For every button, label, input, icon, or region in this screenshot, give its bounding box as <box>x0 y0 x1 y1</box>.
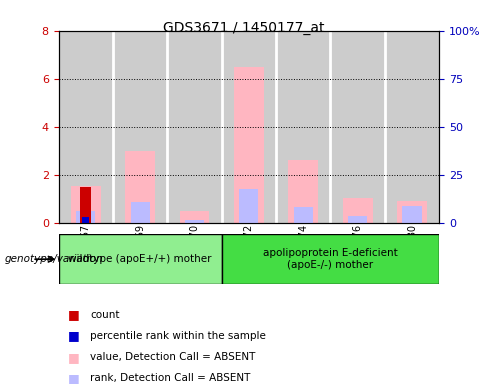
Bar <box>180 211 209 223</box>
Bar <box>348 215 367 223</box>
Bar <box>343 197 373 223</box>
Text: genotype/variation: genotype/variation <box>5 254 103 264</box>
Bar <box>276 31 330 223</box>
Bar <box>71 185 101 223</box>
Text: GDS3671 / 1450177_at: GDS3671 / 1450177_at <box>163 21 325 35</box>
Bar <box>330 31 385 223</box>
Bar <box>113 31 167 223</box>
Text: count: count <box>90 310 120 320</box>
Bar <box>125 151 155 223</box>
Bar <box>397 201 427 223</box>
Bar <box>131 202 150 223</box>
Bar <box>294 207 313 223</box>
Text: rank, Detection Call = ABSENT: rank, Detection Call = ABSENT <box>90 373 251 383</box>
Bar <box>81 187 91 223</box>
Bar <box>59 31 113 223</box>
Bar <box>59 234 222 284</box>
Bar <box>234 67 264 223</box>
Bar <box>185 220 204 223</box>
Text: ■: ■ <box>68 372 80 384</box>
Text: value, Detection Call = ABSENT: value, Detection Call = ABSENT <box>90 352 256 362</box>
Text: wildtype (apoE+/+) mother: wildtype (apoE+/+) mother <box>68 254 212 264</box>
Bar <box>222 234 439 284</box>
Text: apolipoprotein E-deficient
(apoE-/-) mother: apolipoprotein E-deficient (apoE-/-) mot… <box>263 248 398 270</box>
Text: ■: ■ <box>68 351 80 364</box>
Bar <box>222 31 276 223</box>
Bar <box>76 211 95 223</box>
Bar <box>385 31 439 223</box>
Bar <box>82 217 89 223</box>
Text: ■: ■ <box>68 329 80 343</box>
Text: ■: ■ <box>68 308 80 321</box>
Text: percentile rank within the sample: percentile rank within the sample <box>90 331 266 341</box>
Bar <box>403 206 422 223</box>
Bar <box>167 31 222 223</box>
Bar <box>288 161 318 223</box>
Bar <box>239 189 259 223</box>
